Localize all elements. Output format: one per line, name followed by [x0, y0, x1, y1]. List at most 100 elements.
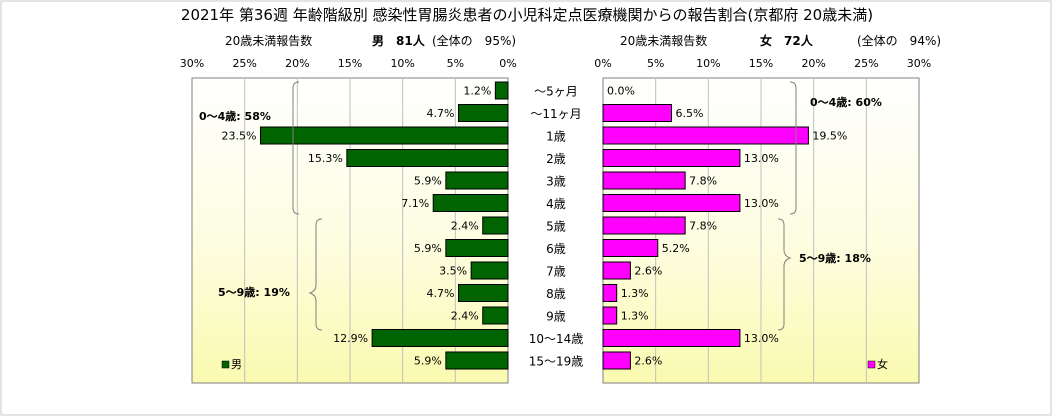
male-data-label: 23.5% [222, 130, 257, 143]
female-bar [602, 284, 618, 302]
female-x-tick-label: 5% [647, 57, 664, 70]
male-bar [259, 126, 509, 145]
female-bar [602, 216, 686, 235]
male-data-label: 5.9% [414, 355, 442, 368]
female-data-label: 0.0% [607, 85, 635, 98]
male-x-tick-label: 25% [232, 57, 256, 70]
male-group-5-9-bracket [308, 218, 323, 331]
chart-title: 2021年 第36週 年齢階級別 感染性胃腸炎患者の小児科定点医療機関からの報告… [181, 6, 873, 24]
age-category-label: 3歳 [546, 175, 566, 189]
female-data-label: 6.5% [675, 107, 703, 120]
female-data-label: 2.6% [634, 265, 662, 278]
age-category-label: 5歳 [546, 220, 566, 234]
male-bar [470, 261, 509, 280]
male-legend-swatch [221, 360, 230, 369]
male-data-label: 15.3% [308, 152, 343, 165]
female-data-label: 1.3% [621, 310, 649, 323]
female-total-label: 女 72人 [760, 33, 814, 48]
male-x-tick-label: 0% [499, 57, 516, 70]
male-bar [494, 81, 509, 100]
female-x-tick-label: 0% [594, 57, 611, 70]
male-bar [445, 239, 509, 257]
male-x-tick-label: 30% [180, 57, 204, 70]
female-bar [602, 329, 741, 347]
female-bar [602, 306, 618, 325]
male-x-tick-label: 20% [285, 57, 309, 70]
female-data-label: 19.5% [812, 130, 847, 143]
female-bar [602, 261, 631, 280]
female-x-tick-label: 30% [907, 57, 931, 70]
female-share-label: (全体の 94%) [857, 33, 941, 48]
male-bar [445, 171, 509, 190]
male-bar [482, 306, 509, 325]
age-category-label: 1歳 [546, 130, 566, 144]
female-bar [602, 126, 809, 145]
age-category-label: 〜5ヶ月 [534, 85, 578, 99]
male-group-0-4-label: 0〜4歳: 58% [199, 109, 271, 123]
age-category-label: 4歳 [546, 197, 566, 211]
female-data-label: 2.6% [634, 355, 662, 368]
female-bar [602, 149, 741, 167]
male-group-0-4-bracket [292, 81, 300, 215]
female-data-label: 13.0% [744, 197, 779, 210]
male-share-label: (全体の 95%) [432, 33, 516, 48]
male-data-label: 5.9% [414, 175, 442, 188]
male-bar [371, 329, 509, 347]
age-category-label: 6歳 [546, 242, 566, 256]
male-data-label: 1.2% [463, 85, 491, 98]
male-legend-label: 男 [231, 358, 242, 371]
male-data-label: 5.9% [414, 242, 442, 255]
male-data-label: 2.4% [451, 310, 479, 323]
male-bar [482, 216, 509, 235]
age-category-label: 10〜14歳 [529, 332, 584, 346]
male-data-label: 12.9% [333, 332, 368, 345]
age-category-label: 8歳 [546, 287, 566, 301]
female-data-label: 7.8% [689, 220, 717, 233]
age-category-label: 9歳 [546, 310, 566, 324]
female-data-label: 1.3% [621, 287, 649, 300]
male-x-tick-label: 15% [338, 57, 362, 70]
female-bar [602, 104, 672, 122]
male-axis-title: 20歳未満報告数 [225, 33, 312, 48]
male-x-tick-label: 10% [390, 57, 414, 70]
female-x-tick-label: 20% [801, 57, 825, 70]
age-category-label: 〜11ヶ月 [530, 107, 581, 121]
male-x-tick-label: 5% [447, 57, 464, 70]
male-data-label: 4.7% [427, 287, 455, 300]
age-category-label: 7歳 [546, 265, 566, 279]
female-group-0-4-label: 0〜4歳: 60% [810, 95, 882, 109]
male-data-label: 7.1% [401, 197, 429, 210]
male-data-label: 3.5% [439, 265, 467, 278]
female-group-5-9-label: 5〜9歳: 18% [799, 251, 871, 265]
male-bar [432, 194, 509, 212]
male-bar [457, 284, 509, 302]
male-total-label: 男 81人 [372, 33, 426, 48]
female-data-label: 13.0% [744, 152, 779, 165]
male-bar [346, 149, 509, 167]
female-legend-swatch [867, 360, 876, 369]
female-group-5-9-bracket [777, 218, 792, 331]
female-x-tick-label: 10% [696, 57, 720, 70]
female-bar [602, 351, 631, 370]
male-data-label: 4.7% [427, 107, 455, 120]
female-x-tick-label: 25% [854, 57, 878, 70]
male-group-5-9-label: 5〜9歳: 19% [218, 285, 290, 299]
female-data-label: 7.8% [689, 175, 717, 188]
female-bar [602, 171, 686, 190]
female-data-label: 13.0% [744, 332, 779, 345]
female-bar [602, 239, 659, 257]
female-x-tick-label: 15% [749, 57, 773, 70]
age-category-label: 15〜19歳 [529, 355, 584, 369]
female-group-0-4-bracket [789, 81, 797, 215]
female-bar [602, 194, 741, 212]
female-legend-label: 女 [877, 357, 888, 371]
male-data-label: 2.4% [451, 220, 479, 233]
female-data-label: 5.2% [662, 242, 690, 255]
male-bar [445, 351, 509, 370]
male-bar [457, 104, 509, 122]
female-axis-title: 20歳未満報告数 [620, 33, 707, 48]
age-category-label: 2歳 [546, 152, 566, 166]
